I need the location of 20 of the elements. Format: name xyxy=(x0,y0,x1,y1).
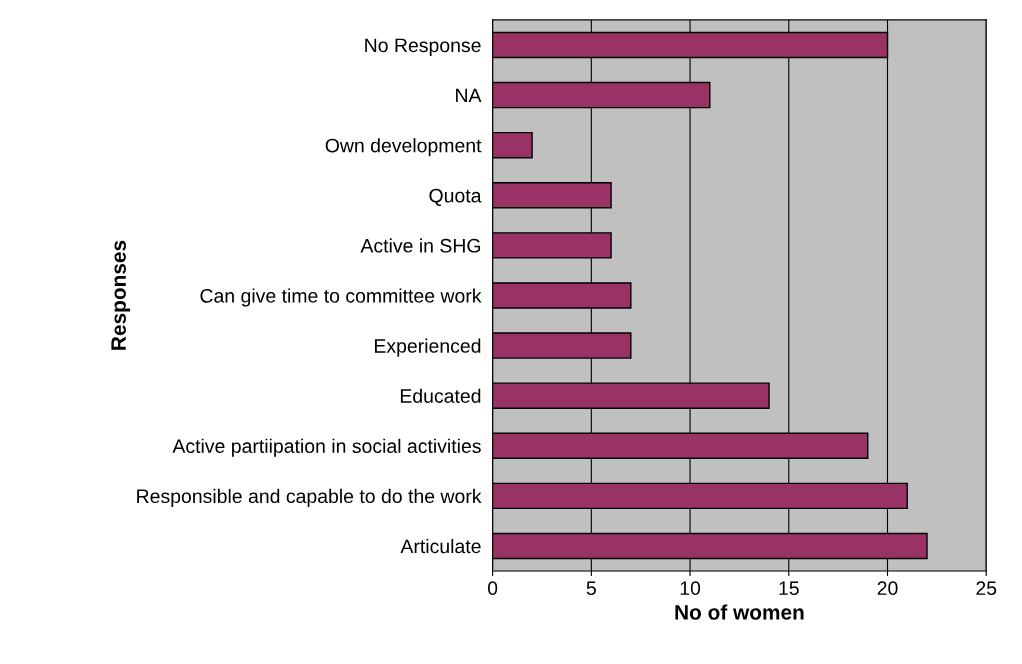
y-tick-label: Active partiipation in social activities xyxy=(172,438,481,457)
y-tick-label: No Response xyxy=(365,38,481,57)
y-tick-label: Own development xyxy=(325,138,482,157)
y-tick-label: NA xyxy=(456,88,482,103)
x-tick-label: 5 xyxy=(586,581,596,596)
x-tick-label: 25 xyxy=(976,581,997,596)
bar xyxy=(492,131,533,159)
x-axis-title: No of women xyxy=(675,604,804,620)
y-tick-label: Educated xyxy=(400,388,481,403)
y-tick-label: Articulate xyxy=(400,538,481,554)
x-tick-label: 20 xyxy=(877,581,898,596)
y-tick-label: Active in SHG xyxy=(360,238,481,253)
x-tick-label: 0 xyxy=(487,581,498,596)
x-tick-label: 10 xyxy=(680,581,701,596)
y-tick-label: Experienced xyxy=(375,338,481,357)
x-tick-label: 15 xyxy=(779,581,799,596)
y-axis-title: Responses xyxy=(111,240,131,350)
y-tick-label: Can give time to committee work xyxy=(200,288,482,307)
y-tick-label: Quota xyxy=(429,188,482,206)
y-tick-label: Responsible and capable to do the work xyxy=(137,488,482,507)
